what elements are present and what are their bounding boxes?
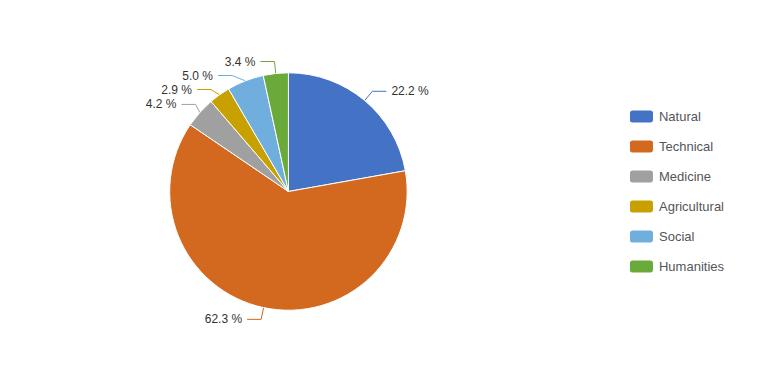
svg-text:Natural: Natural [659, 109, 701, 124]
svg-text:22.2 %: 22.2 % [391, 84, 429, 98]
svg-text:Social: Social [659, 229, 695, 244]
svg-text:Humanities: Humanities [659, 259, 725, 274]
svg-text:5.0 %: 5.0 % [182, 69, 213, 83]
svg-text:3.4 %: 3.4 % [225, 55, 256, 69]
svg-text:Agricultural: Agricultural [659, 199, 724, 214]
svg-text:Technical: Technical [659, 139, 713, 154]
svg-text:2.9 %: 2.9 % [161, 83, 192, 97]
svg-text:4.2 %: 4.2 % [146, 97, 177, 111]
svg-text:62.3 %: 62.3 % [205, 312, 243, 326]
svg-text:Medicine: Medicine [659, 169, 711, 184]
